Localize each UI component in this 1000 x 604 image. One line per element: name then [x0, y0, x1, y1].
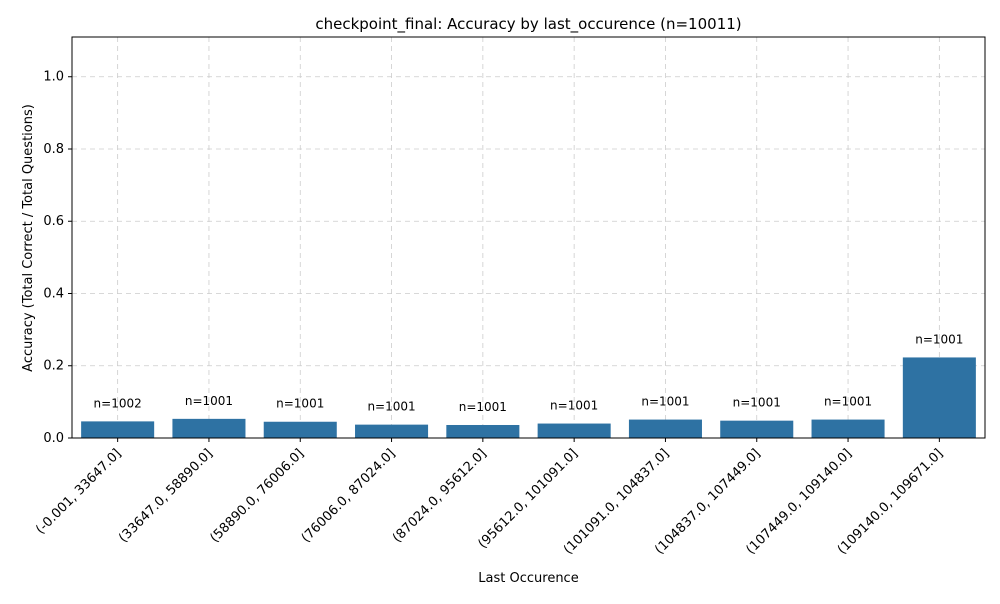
- chart-title: checkpoint_final: Accuracy by last_occur…: [315, 15, 741, 34]
- plot-frame: [71, 36, 986, 439]
- bar-count-label: n=1001: [367, 400, 415, 414]
- x-tick-label: (107449.0, 109140.0]: [744, 446, 855, 557]
- bar-count-label: n=1001: [185, 394, 233, 408]
- bar-count-label: n=1002: [94, 396, 142, 410]
- y-tick-label: 0.2: [43, 359, 64, 374]
- bar: [902, 357, 976, 438]
- y-tick-label: 0.8: [43, 142, 64, 157]
- x-tick-label: (33647.0, 58890.0]: [116, 446, 216, 546]
- bar: [355, 424, 429, 438]
- x-tick-label: (58890.0, 76006.0]: [207, 446, 307, 546]
- x-tick-label: (95612.0, 101091.0]: [475, 446, 581, 552]
- bar-count-label: n=1001: [641, 395, 689, 409]
- y-axis-ticks: 0.0 0.2 0.4 0.6 0.8 1.0: [43, 70, 72, 446]
- bar: [263, 421, 337, 438]
- x-tick-label: (87024.0, 95612.0]: [390, 446, 490, 546]
- x-axis-ticks: (-0.001, 33647.0](33647.0, 58890.0](5889…: [33, 438, 946, 558]
- bar-count-label: n=1001: [459, 400, 507, 414]
- grid-lines: [72, 37, 985, 439]
- bar: [172, 418, 246, 438]
- y-tick-label: 0.6: [43, 214, 64, 229]
- bar-count-label: n=1001: [915, 332, 963, 346]
- y-axis-label: Accuracy (Total Correct / Total Question…: [21, 104, 36, 372]
- bar: [446, 424, 520, 438]
- bar: [537, 423, 611, 438]
- bar: [81, 421, 155, 438]
- x-axis-label: Last Occurence: [478, 571, 578, 586]
- x-tick-label: (109140.0, 109671.0]: [835, 446, 946, 557]
- bar: [628, 419, 702, 438]
- y-tick-label: 0.4: [43, 286, 64, 301]
- bar-annotations: n=1002 n=1001 n=1001 n=1001 n=1001 n=1001 n=10…: [94, 332, 964, 414]
- bar-count-label: n=1001: [824, 395, 872, 409]
- x-tick-label: (101091.0, 104837.0]: [561, 446, 672, 557]
- bar: [720, 420, 794, 438]
- bars: [81, 357, 976, 438]
- x-tick-label: (76006.0, 87024.0]: [299, 446, 399, 546]
- x-tick-label: (-0.001, 33647.0]: [33, 446, 124, 537]
- y-tick-label: 0.0: [43, 431, 64, 446]
- bar-count-label: n=1001: [733, 396, 781, 410]
- bar-count-label: n=1001: [276, 397, 324, 411]
- bar-count-label: n=1001: [550, 399, 598, 413]
- bar: [811, 419, 885, 438]
- x-tick-label: (104837.0, 107449.0]: [652, 446, 763, 557]
- y-tick-label: 1.0: [43, 70, 64, 85]
